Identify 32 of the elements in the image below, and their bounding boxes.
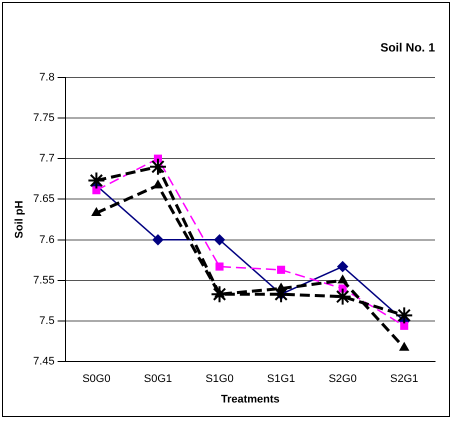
point bbox=[152, 234, 164, 246]
x-tick-label: S2G0 bbox=[328, 373, 357, 386]
y-tick-label: 7.65 bbox=[33, 193, 55, 206]
chart-title: Soil No. 1 bbox=[380, 40, 436, 55]
y-tick-label: 7.5 bbox=[39, 315, 55, 328]
point bbox=[87, 172, 106, 190]
point bbox=[399, 342, 410, 351]
x-tick-label: S1G0 bbox=[205, 373, 234, 386]
point bbox=[337, 261, 348, 272]
x-tick-label: S0G0 bbox=[82, 373, 110, 386]
x-tick-label: S1G1 bbox=[267, 373, 296, 386]
point bbox=[400, 322, 408, 330]
y-tick-label: 7.6 bbox=[39, 234, 55, 246]
point bbox=[395, 306, 414, 324]
y-axis-title: Soil pH bbox=[14, 200, 26, 238]
y-tick-label: 7.8 bbox=[39, 71, 55, 84]
point bbox=[92, 208, 102, 216]
point bbox=[277, 266, 286, 274]
point bbox=[92, 186, 100, 194]
x-axis-title: Treatments bbox=[220, 393, 280, 406]
y-tick-label: 7.45 bbox=[33, 356, 55, 368]
y-tick-label: 7.7 bbox=[39, 152, 55, 165]
point bbox=[153, 180, 163, 188]
point bbox=[338, 274, 348, 284]
point bbox=[214, 234, 226, 246]
point bbox=[334, 288, 352, 306]
point bbox=[215, 262, 224, 271]
y-tick-label: 7.75 bbox=[33, 112, 55, 124]
x-tick-label: S0G1 bbox=[144, 373, 172, 386]
point bbox=[148, 158, 167, 176]
x-tick-label: S2G1 bbox=[390, 373, 418, 386]
y-tick-label: 7.55 bbox=[33, 274, 55, 286]
